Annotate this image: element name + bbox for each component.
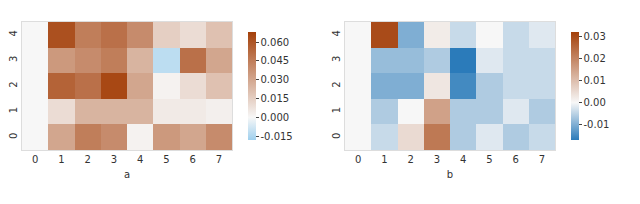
- svg-text:0.02: 0.02: [584, 53, 606, 64]
- svg-text:0: 0: [32, 154, 38, 165]
- svg-text:0.015: 0.015: [261, 93, 290, 104]
- svg-text:0.060: 0.060: [261, 37, 290, 48]
- svg-text:a: a: [124, 169, 130, 180]
- svg-text:3: 3: [434, 154, 440, 165]
- svg-text:0: 0: [8, 133, 19, 139]
- svg-text:3: 3: [331, 56, 342, 62]
- svg-text:6: 6: [512, 154, 518, 165]
- svg-text:4: 4: [460, 154, 466, 165]
- svg-text:4: 4: [331, 30, 342, 36]
- svg-text:7: 7: [539, 154, 545, 165]
- svg-text:0.01: 0.01: [584, 75, 606, 86]
- svg-text:-0.01: -0.01: [584, 119, 610, 130]
- svg-text:3: 3: [8, 56, 19, 62]
- svg-text:0.030: 0.030: [261, 74, 290, 85]
- svg-text:-0.015: -0.015: [261, 131, 293, 142]
- svg-text:0.00: 0.00: [584, 97, 606, 108]
- svg-text:2: 2: [8, 81, 19, 87]
- svg-text:0.045: 0.045: [261, 55, 290, 66]
- svg-text:7: 7: [216, 154, 222, 165]
- svg-text:b: b: [447, 169, 453, 180]
- svg-text:1: 1: [381, 154, 387, 165]
- svg-text:0.000: 0.000: [261, 112, 290, 123]
- svg-text:1: 1: [58, 154, 64, 165]
- svg-text:5: 5: [486, 154, 492, 165]
- svg-text:4: 4: [8, 30, 19, 36]
- svg-text:2: 2: [407, 154, 413, 165]
- svg-text:3: 3: [111, 154, 117, 165]
- svg-text:0: 0: [355, 154, 361, 165]
- svg-text:2: 2: [331, 81, 342, 87]
- svg-text:4: 4: [137, 154, 143, 165]
- svg-text:5: 5: [163, 154, 169, 165]
- svg-text:6: 6: [189, 154, 195, 165]
- svg-text:0: 0: [331, 133, 342, 139]
- svg-text:1: 1: [8, 107, 19, 113]
- svg-text:1: 1: [331, 107, 342, 113]
- svg-text:2: 2: [84, 154, 90, 165]
- svg-text:0.03: 0.03: [584, 31, 606, 42]
